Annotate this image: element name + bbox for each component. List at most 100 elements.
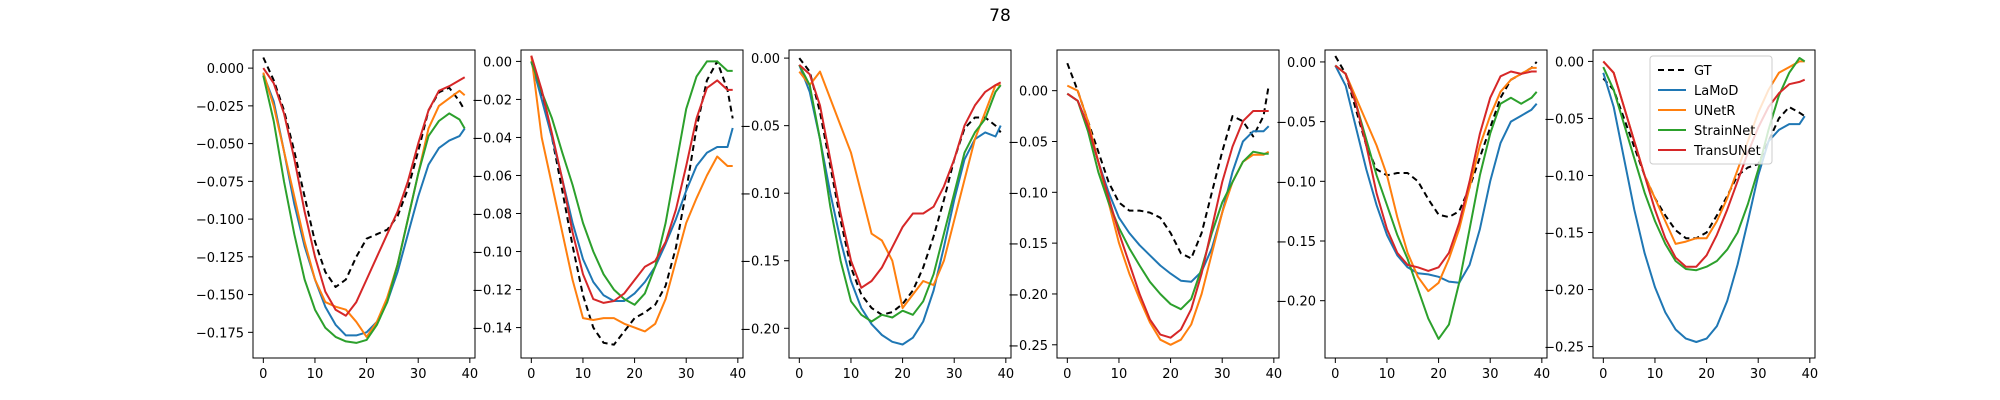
series-line-lamod (1334, 65, 1538, 284)
series-line-transunet (1602, 60, 1806, 268)
y-tick-label: −0.050 (196, 138, 244, 153)
x-tick-label: 10 (575, 367, 592, 382)
x-tick-label: 10 (1379, 367, 1396, 382)
series-line-lamod (798, 64, 1002, 346)
x-tick-label: 10 (1647, 367, 1664, 382)
y-tick-label: −0.05 (740, 120, 780, 135)
y-tick-label: −0.08 (472, 208, 512, 223)
y-tick-label: −0.05 (1276, 116, 1316, 131)
legend-label-unetr: UNetR (1694, 104, 1735, 119)
x-tick-label: 30 (410, 367, 427, 382)
series-line-transunet (1334, 64, 1537, 272)
x-tick-label: 20 (894, 367, 911, 382)
y-tick-label: −0.25 (1008, 339, 1048, 354)
panel-2: 0 10 20 30 40 0.00 −0.02 −0.04 −0.06 −0.08 −0.10 −0… (472, 49, 747, 382)
legend-label-lamod: LaMoD (1694, 84, 1738, 99)
y-tick-label: −0.14 (472, 322, 512, 337)
y-tick-label: −0.15 (1276, 235, 1316, 250)
x-tick-label: 10 (843, 367, 860, 382)
x-tick-label: 30 (1750, 367, 1767, 382)
series-line-unetr (530, 55, 733, 333)
y-tick-label: −0.025 (196, 100, 244, 115)
series-line-lamod (1602, 72, 1806, 343)
series-line-strainnet (1334, 64, 1538, 340)
y-tick-label: −0.10 (1276, 175, 1316, 190)
y-tick-label: −0.05 (1544, 112, 1584, 127)
y-tick-label: −0.20 (1276, 295, 1316, 310)
axes-frame (252, 49, 476, 359)
y-tick-label: 0.000 (207, 62, 244, 77)
y-tick-label: −0.20 (740, 322, 780, 337)
plot-area (1602, 57, 1806, 343)
x-tick-label: 20 (626, 367, 643, 382)
series-line-transunet (530, 55, 733, 304)
y-tick-label: −0.20 (1008, 288, 1048, 303)
x-tick-label: 20 (1430, 367, 1447, 382)
plot-area (1334, 55, 1538, 340)
y-tick-label: −0.100 (196, 213, 244, 228)
x-tick-label: 40 (730, 367, 747, 382)
x-tick-label: 20 (1698, 367, 1715, 382)
y-tick-label: 0.00 (483, 55, 512, 70)
x-tick-label: 0 (259, 367, 267, 382)
x-tick-label: 10 (1111, 367, 1128, 382)
panel-4: 0 10 20 30 40 0.00 −0.05 −0.10 −0.15 −0.20 −0.25 (1008, 49, 1282, 382)
x-tick-label: 20 (1162, 367, 1179, 382)
x-tick-label: 0 (1063, 367, 1071, 382)
y-tick-label: −0.15 (1008, 237, 1048, 252)
axes-frame (520, 49, 744, 359)
plot-area (798, 57, 1002, 346)
x-tick-label: 30 (1482, 367, 1499, 382)
x-tick-label: 0 (1331, 367, 1339, 382)
x-tick-label: 10 (307, 367, 324, 382)
y-tick-label: −0.04 (472, 131, 512, 146)
x-tick-label: 40 (1534, 367, 1551, 382)
series-line-unetr (1334, 64, 1537, 293)
y-tick-label: 0.00 (1555, 55, 1584, 70)
axes-frame (1324, 49, 1548, 359)
y-tick-label: 0.00 (1019, 85, 1048, 100)
series-line-lamod (1066, 92, 1270, 283)
y-tick-label: 0.00 (1287, 56, 1316, 71)
y-tick-label: −0.25 (1544, 341, 1584, 356)
y-tick-label: −0.20 (1544, 284, 1584, 299)
series-line-strainnet (530, 60, 733, 306)
series-line-strainnet (1066, 92, 1269, 311)
x-tick-label: 0 (527, 367, 535, 382)
y-tick-label: −0.02 (472, 93, 512, 108)
series-line-unetr (798, 70, 1001, 309)
figure-title: 78 (989, 6, 1011, 26)
axes-frame (1592, 49, 1816, 359)
x-tick-label: 40 (1802, 367, 1819, 382)
y-tick-label: −0.10 (472, 246, 512, 261)
y-tick-label: 0.00 (751, 52, 780, 67)
panel-5: 0 10 20 30 40 0.00 −0.05 −0.10 −0.15 −0.20 (1276, 49, 1551, 382)
y-tick-label: −0.10 (1008, 186, 1048, 201)
series-line-transunet (262, 67, 466, 317)
x-tick-label: 30 (1214, 367, 1231, 382)
series-line-strainnet (798, 64, 1002, 323)
plot-area (262, 57, 466, 344)
y-tick-label: −0.15 (1544, 227, 1584, 242)
y-tick-label: −0.06 (472, 169, 512, 184)
series-line-gt (1602, 77, 1806, 240)
panel-1: 0 10 20 30 40 0.000 −0.025 −0.050 −0.075 −0.100 −0… (196, 49, 478, 382)
y-tick-label: −0.075 (196, 175, 244, 190)
y-tick-label: −0.175 (196, 326, 244, 341)
plot-area (1066, 62, 1270, 346)
series-line-gt (1066, 62, 1270, 260)
series-line-strainnet (1602, 57, 1806, 272)
plot-area (530, 55, 734, 346)
panel-6: 0 10 20 30 40 0.00 −0.05 −0.10 −0.15 −0.20 −0.25 GT… (1544, 49, 1819, 382)
series-line-strainnet (262, 75, 466, 344)
y-tick-label: −0.10 (1544, 169, 1584, 184)
series-line-unetr (262, 72, 466, 338)
x-tick-label: 0 (795, 367, 803, 382)
legend-label-gt: GT (1694, 64, 1712, 79)
y-tick-label: −0.05 (1008, 135, 1048, 150)
panel-3: 0 10 20 30 40 0.00 −0.05 −0.10 −0.15 −0.20 (740, 49, 1015, 382)
x-tick-label: 40 (998, 367, 1015, 382)
legend-label-strainnet: StrainNet (1694, 124, 1755, 139)
series-line-transunet (798, 64, 1002, 289)
